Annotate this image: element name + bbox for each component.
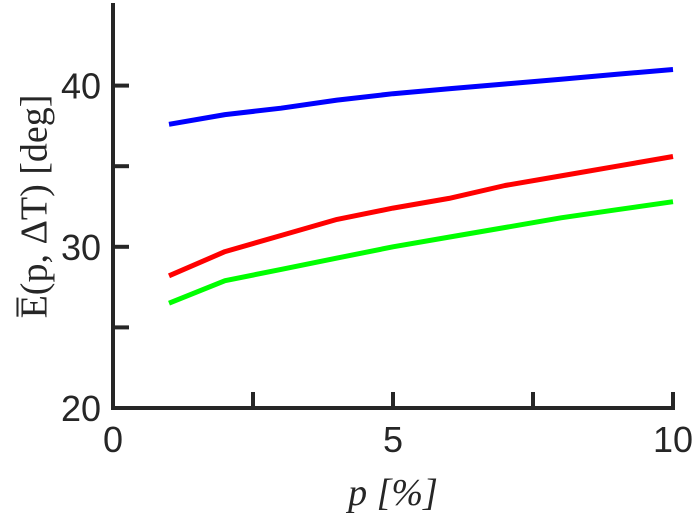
x-tick-label-5: 5	[383, 419, 403, 460]
series-line-3	[168, 199, 674, 306]
y-tick-label-40: 40	[61, 66, 101, 107]
series-layer	[168, 67, 674, 306]
y-tick-label-30: 30	[61, 227, 101, 268]
y-axis-title: E̅(p, ΔT) [deg]	[14, 95, 56, 319]
tick-labels: 0 5 10 20 30 40	[61, 66, 693, 460]
x-axis-title: p [%]	[345, 472, 438, 514]
ticks	[111, 83, 675, 410]
x-tick-label-0: 0	[103, 419, 123, 460]
y-tick-label-20: 20	[61, 388, 101, 429]
series-line-2	[168, 154, 674, 279]
x-tick-label-10: 10	[653, 419, 693, 460]
series-line-1	[168, 67, 674, 127]
